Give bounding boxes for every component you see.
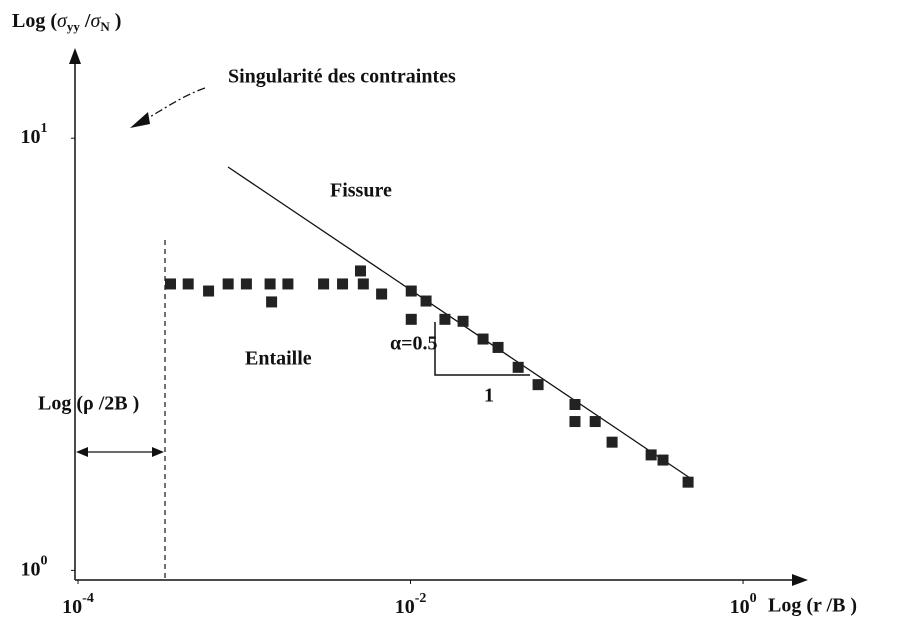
data-point [457, 315, 469, 327]
leader-arrow [130, 112, 150, 128]
data-point [420, 295, 432, 307]
x-tick-label: 100 [730, 591, 757, 617]
slope-triangle [434, 322, 530, 376]
data-point [354, 265, 366, 277]
data-point [512, 361, 524, 373]
data-point [405, 285, 417, 297]
annotation: Log (ρ /2B ) [38, 393, 139, 415]
annotation: Singularité des contraintes [228, 66, 456, 88]
data-point [532, 379, 544, 391]
data-point [164, 278, 176, 290]
data-point [477, 333, 489, 345]
data-point [240, 278, 252, 290]
data-point [266, 296, 278, 308]
annotation: Entaille [245, 348, 312, 370]
data-point [182, 278, 194, 290]
data-point [589, 416, 601, 428]
annotation: 1 [484, 385, 494, 407]
data-point [645, 449, 657, 461]
data-point [492, 341, 504, 353]
y-arrow [69, 48, 81, 64]
data-point [282, 278, 294, 290]
annotation: Fissure [330, 180, 392, 202]
data-point [318, 278, 330, 290]
x-tick-label: 10-2 [395, 591, 427, 617]
arrow-head [152, 447, 164, 457]
data-point [657, 454, 669, 466]
data-point [264, 278, 276, 290]
data-point [682, 476, 694, 488]
data-point [439, 313, 451, 325]
data-point [222, 278, 234, 290]
data-point [405, 313, 417, 325]
data-point [569, 399, 581, 411]
x-axis-label: Log (r /B ) [768, 595, 857, 617]
data-point [337, 278, 349, 290]
x-tick-label: 10-4 [62, 591, 94, 617]
y-axis-label: Log (σyy /σN ) [12, 10, 121, 34]
data-point [357, 278, 369, 290]
leader-line [147, 87, 206, 119]
data-point [376, 288, 388, 300]
data-point [203, 285, 215, 297]
arrow-head [76, 447, 88, 457]
y-tick-label: 100 [21, 554, 48, 580]
data-point [569, 416, 581, 428]
y-tick-label: 101 [21, 121, 48, 147]
annotation: α=0.5 [390, 333, 438, 355]
data-point [606, 436, 618, 448]
x-arrow [792, 574, 808, 586]
